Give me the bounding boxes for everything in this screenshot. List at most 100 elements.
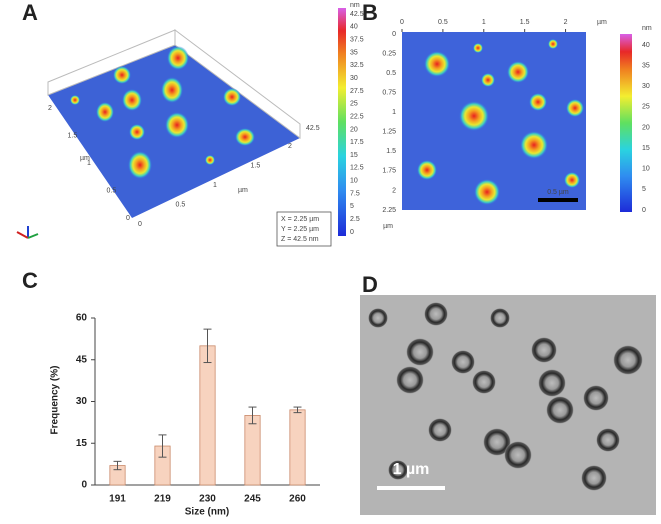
- y-tick-label: 1: [392, 109, 396, 116]
- afm-peaks: [70, 46, 255, 179]
- tem-particles: [368, 302, 643, 491]
- x-tick-label: 1: [213, 182, 217, 189]
- x-tick-label: 2: [288, 143, 292, 150]
- info-line: X = 2.25 µm: [281, 216, 319, 223]
- x-tick-label: 191: [109, 494, 126, 505]
- scale-bar-label: 1 µm: [393, 461, 430, 478]
- x-tick-label: 2: [564, 19, 568, 26]
- y-tick-label: 1.5: [68, 132, 78, 139]
- info-line: Y = 2.25 µm: [281, 226, 319, 233]
- colorbar-tick-label: 12.5: [350, 165, 364, 172]
- colorbar-unit: nm: [642, 25, 652, 32]
- x-axis-label: Size (nm): [185, 507, 229, 518]
- y-tick-label: 1.25: [382, 129, 396, 136]
- colorbar-tick-label: 2.5: [350, 216, 360, 223]
- panel-c: C Frequency (%) Size (nm) 0 15 30 45 60 191 21…: [22, 268, 320, 518]
- colorbar-tick-label: 42.5: [350, 11, 364, 18]
- colorbar-tick-label: 0: [642, 207, 646, 214]
- colorbar-tick-label: 37.5: [350, 36, 364, 43]
- colorbar-unit: nm: [350, 2, 360, 9]
- y-tick-label: 45: [76, 354, 88, 365]
- bar: [199, 345, 216, 486]
- colorbar: [620, 34, 632, 212]
- tem-image: [360, 295, 656, 515]
- y-axis-label: Frequency (%): [50, 366, 61, 435]
- x-tick-label: 0.5: [176, 201, 186, 208]
- x-tick-label: 0: [400, 19, 404, 26]
- x-unit: µm: [597, 19, 607, 26]
- panel-label: D: [362, 272, 378, 297]
- y-tick-label: 0.75: [382, 90, 396, 97]
- y-tick-label: 1: [87, 160, 91, 167]
- x-tick-label: 245: [244, 494, 261, 505]
- colorbar: [338, 8, 346, 236]
- y-tick-label: 1.75: [382, 168, 396, 175]
- x-unit: µm: [238, 187, 248, 194]
- colorbar-tick-label: 27.5: [350, 88, 364, 95]
- y-tick-label: 1.5: [386, 148, 396, 155]
- colorbar-tick-label: 25: [642, 104, 650, 111]
- y-tick-label: 2: [48, 105, 52, 112]
- colorbar-tick-label: 40: [642, 42, 650, 49]
- scale-bar-label: 0.5 µm: [547, 189, 569, 196]
- colorbar-tick-label: 30: [350, 75, 358, 82]
- x-tick-label: 1: [482, 19, 486, 26]
- y-tick-label: 60: [76, 313, 88, 324]
- y-tick-label: 0.25: [382, 50, 396, 57]
- y-tick-label: 30: [76, 396, 88, 407]
- colorbar-tick-label: 25: [350, 101, 358, 108]
- y-tick-label: 0: [126, 215, 130, 222]
- x-tick-label: 1.5: [251, 162, 261, 169]
- info-box: [276, 211, 332, 247]
- y-tick-label: 2.25: [382, 207, 396, 214]
- axes-icon: [16, 226, 39, 239]
- afm-wall: [174, 28, 301, 139]
- error-bar: [293, 406, 302, 414]
- colorbar-tick-label: 15: [642, 145, 650, 152]
- afm-particles: [417, 39, 584, 205]
- error-bar: [158, 434, 167, 458]
- colorbar-tick-label: 35: [350, 49, 358, 56]
- info-line: Z = 42.5 nm: [281, 236, 319, 243]
- colorbar-tick-label: 15: [350, 152, 358, 159]
- colorbar-tick-label: 0: [350, 229, 354, 236]
- colorbar-tick-label: 40: [350, 24, 358, 31]
- y-unit: µm: [383, 223, 393, 230]
- colorbar-tick-label: 20: [642, 124, 650, 131]
- colorbar-tick-label: 22.5: [350, 113, 364, 120]
- y-unit: µm: [80, 155, 90, 162]
- x-tick-label: 230: [199, 494, 216, 505]
- panel-label: C: [22, 268, 38, 293]
- error-bar: [203, 328, 212, 364]
- y-tick-label: 0: [392, 31, 396, 38]
- error-bar: [248, 406, 257, 425]
- panel-b: B 0.5 µm µm µm nm 0 0.5 1 1.5 200.250.50.751…: [362, 0, 652, 230]
- y-tick-label: 15: [76, 438, 88, 449]
- x-tick-label: 0: [138, 221, 142, 228]
- bar: [289, 409, 306, 486]
- panel-label: B: [362, 0, 378, 25]
- colorbar-tick-label: 17.5: [350, 139, 364, 146]
- colorbar-tick-label: 30: [642, 83, 650, 90]
- bar: [244, 415, 261, 486]
- y-tick-label: 0.5: [107, 187, 117, 194]
- colorbar-tick-label: 35: [642, 62, 650, 69]
- colorbar-tick-label: 7.5: [350, 190, 360, 197]
- x-tick-label: 219: [154, 494, 171, 505]
- colorbar-tick-label: 5: [350, 203, 354, 210]
- y-tick-label: 0.5: [386, 70, 396, 77]
- scale-bar: [377, 486, 445, 490]
- colorbar-tick-label: 10: [350, 178, 358, 185]
- colorbar-tick-label: 5: [642, 186, 646, 193]
- error-bar: [113, 460, 122, 471]
- panel-d: D 1 µm: [360, 272, 656, 515]
- colorbar-tick-label: 10: [642, 166, 650, 173]
- panel-a: A nm 42.5 42.54037.53532.53027.52522.520…: [16, 0, 364, 247]
- y-tick-label: 2: [392, 187, 396, 194]
- x-tick-label: 260: [289, 494, 306, 505]
- colorbar-tick-label: 32.5: [350, 62, 364, 69]
- panel-label: A: [22, 0, 38, 25]
- colorbar-tick-label: 20: [350, 126, 358, 133]
- scale-bar: [538, 198, 578, 202]
